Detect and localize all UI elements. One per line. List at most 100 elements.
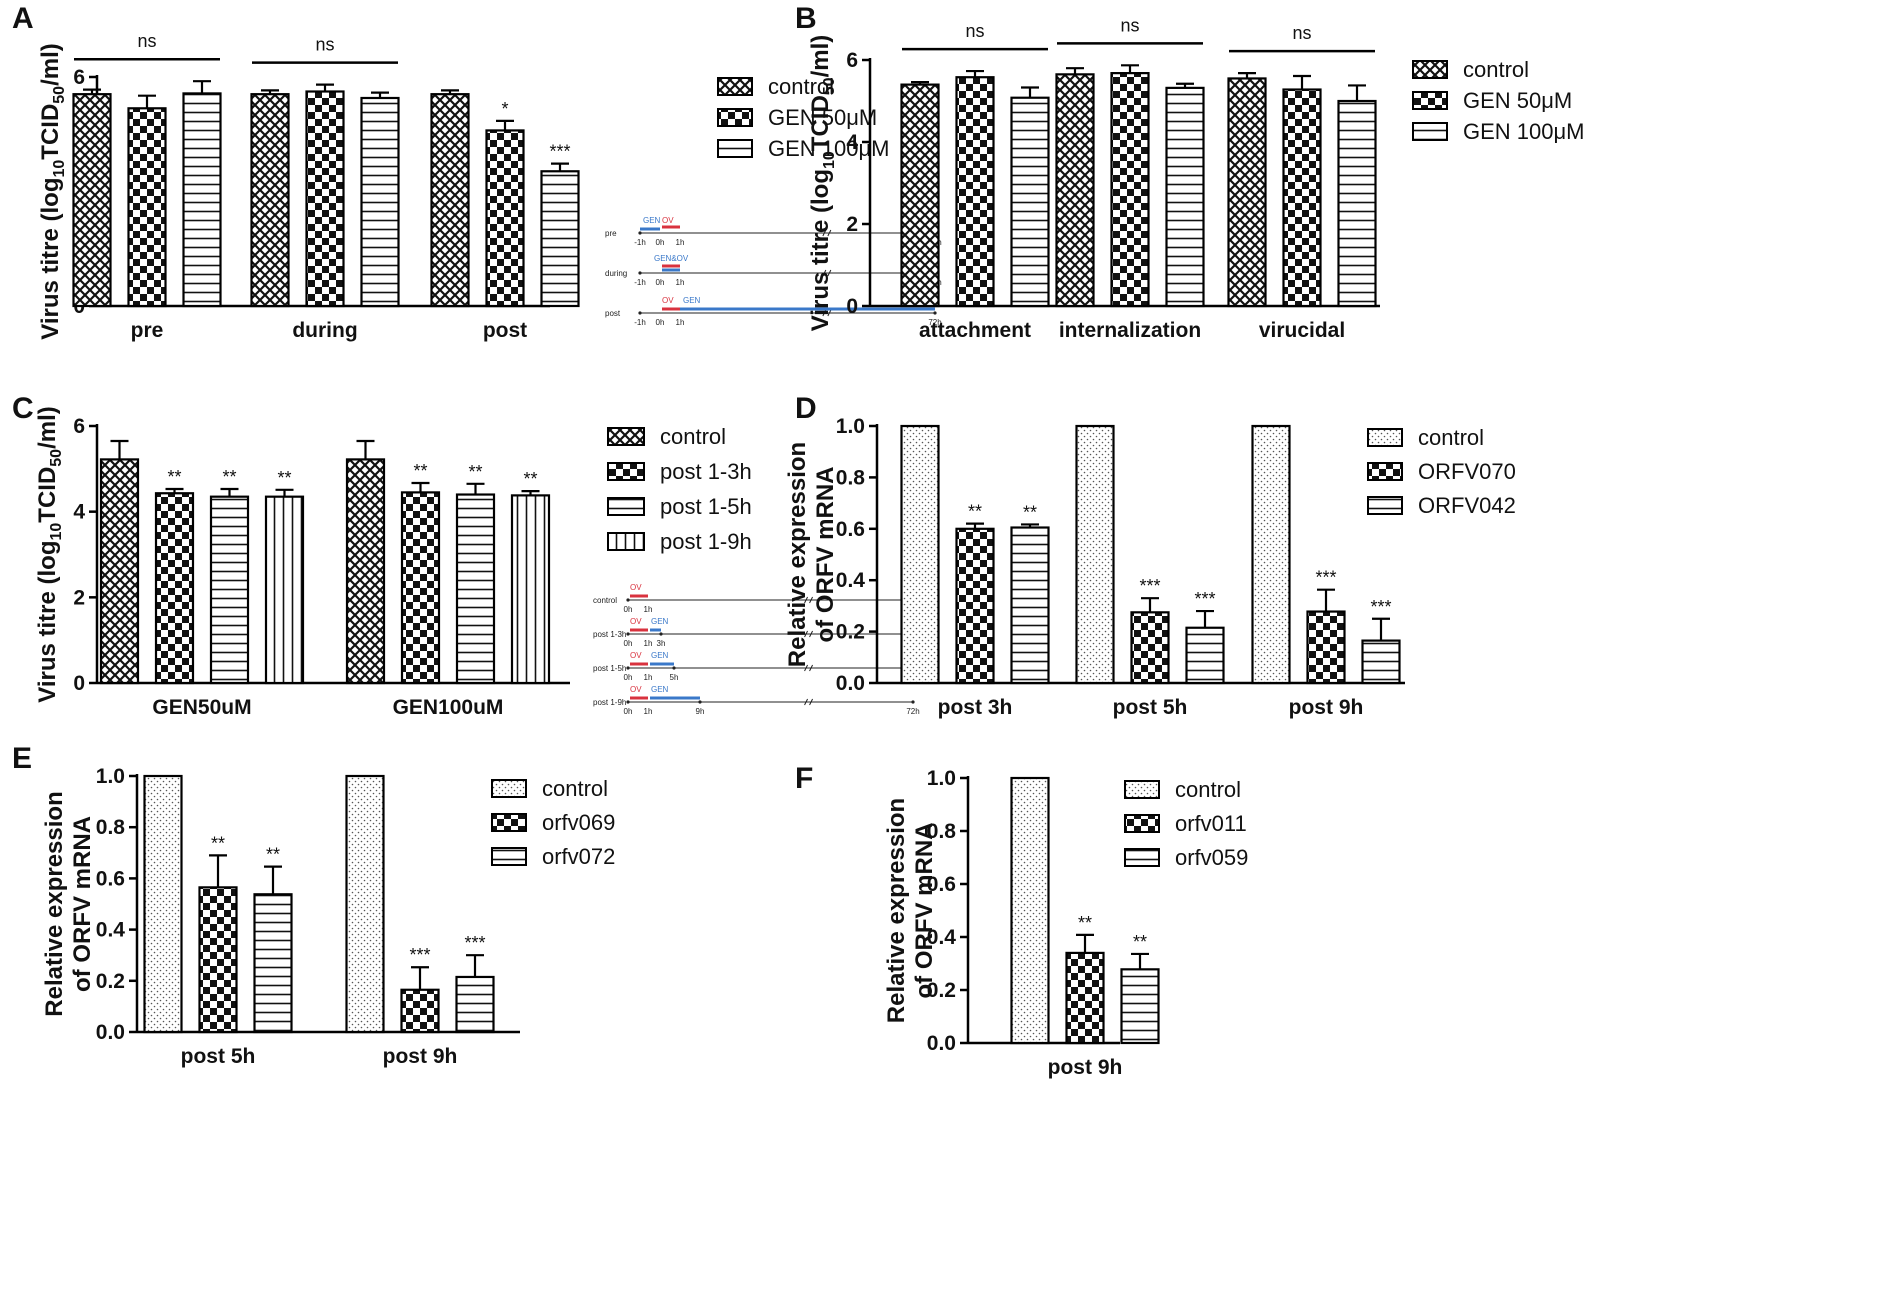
timeline-time-label: 72h [928, 318, 941, 327]
bar-gen-50-m [485, 129, 525, 308]
significance-label: *** [1194, 589, 1215, 609]
significance-label: ** [468, 462, 482, 482]
bar-control [1075, 424, 1115, 685]
y-axis-label: of ORFV mRNA [812, 467, 839, 643]
y-tick-label: 0.8 [836, 466, 866, 489]
timeline-time-label: 1h [644, 639, 653, 648]
bar-orfv072 [455, 975, 495, 1034]
y-axis-label-part: Virus titre (log [34, 541, 61, 703]
legend-swatch [1367, 428, 1403, 447]
category-label: pre [131, 319, 164, 342]
legend-entry: post 1-5h [660, 494, 752, 519]
legend-swatch [717, 77, 753, 96]
timeline-end-dot [911, 700, 915, 704]
significance-label: * [501, 99, 508, 119]
category-label: virucidal [1259, 319, 1345, 342]
significance-label: ** [277, 468, 291, 488]
bracket-label: ns [965, 21, 984, 41]
y-axis-label-part: /ml) [37, 43, 64, 86]
legend-swatch [491, 779, 527, 798]
timeline-time-label: 1h [644, 605, 653, 614]
bar-orfv069 [198, 886, 238, 1034]
legend-swatch [1367, 496, 1403, 515]
timeline-time-label: 1h [644, 673, 653, 682]
timeline-start-dot [626, 598, 630, 602]
bar-gen-100-m [360, 96, 400, 308]
y-tick-label: 2 [73, 586, 85, 609]
bar-orfv070 [955, 527, 995, 685]
bar-gen-100-m [1165, 86, 1205, 308]
bar-orfv011 [1065, 951, 1105, 1045]
legend-entry: control [768, 74, 834, 99]
bar-control [900, 83, 940, 308]
significance-label: *** [464, 933, 485, 953]
legend: control ORFV070 ORFV042 [1367, 425, 1516, 518]
significance-label: *** [1139, 576, 1160, 596]
y-tick-label: 0 [846, 295, 858, 318]
y-axis-label: Relative expression [883, 798, 910, 1023]
bar-post-1-3h [400, 491, 441, 685]
timeline-mark-dot [698, 700, 702, 704]
bracket-label: ns [1120, 15, 1139, 35]
y-tick-label: 0.2 [836, 621, 865, 644]
legend: control orfv011 orfv059 [1124, 777, 1248, 870]
bar-control [1227, 77, 1267, 308]
timeline-tag: GEN [651, 617, 669, 626]
bar-control [72, 93, 112, 308]
legend-swatch [607, 532, 645, 551]
legend-entry: control [660, 424, 726, 449]
bar-gen-100-m [182, 92, 222, 308]
timeline-start-dot [626, 700, 630, 704]
timeline-end-dot [933, 311, 937, 315]
y-axis-label-subscript: 50 [51, 86, 68, 104]
y-tick-label: 0 [73, 672, 85, 695]
legend-entry: GEN 50μM [1463, 88, 1572, 113]
timeline-break-mark [804, 596, 813, 604]
timeline-start-dot [638, 311, 642, 315]
y-tick-label: 1.0 [96, 765, 125, 788]
panel-b: B 0 2 4 6 Virus titre (log10TCID50/ml) attachm… [795, 2, 1585, 342]
timeline-time-label: 1h [676, 238, 685, 247]
panel-letter: F [795, 762, 813, 795]
legend-swatch [1412, 60, 1448, 79]
y-tick-label: 0.2 [927, 979, 956, 1002]
panel-letter: E [12, 742, 32, 775]
legend-entry: control [1463, 57, 1529, 82]
category-label: internalization [1059, 319, 1201, 342]
timeline-break-mark [804, 664, 813, 672]
y-tick-label: 2 [846, 213, 858, 236]
legend-swatch [1412, 122, 1448, 141]
timeline-time-label: 5h [670, 673, 679, 682]
y-axis-label: of ORFV mRNA [911, 823, 938, 999]
legend-entry: control [1175, 777, 1241, 802]
y-tick-label: 4 [846, 131, 858, 154]
y-tick-label: 4 [73, 501, 85, 524]
category-label: GEN100uM [393, 696, 504, 719]
legend-swatch [607, 427, 645, 446]
y-tick-label: 0.2 [96, 970, 125, 993]
timeline-row-label: post 1-3h [593, 630, 626, 639]
category-label: post 9h [1048, 1056, 1123, 1079]
bar-gen-50-m [955, 76, 995, 308]
bar-post-1-9h [264, 495, 305, 685]
y-tick-label: 1.0 [836, 415, 865, 438]
legend-swatch [1124, 848, 1160, 867]
y-axis-label-subscript: 50 [821, 77, 838, 95]
significance-label: ** [413, 461, 427, 481]
timeline-row-label: during [605, 269, 627, 278]
legend-swatch [1124, 814, 1160, 833]
y-axis-label-part: TCID [807, 95, 834, 151]
category-label: GEN50uM [152, 696, 251, 719]
timeline-mark-dot [659, 632, 663, 636]
bar-control [345, 458, 386, 685]
y-axis-label: Relative expression [784, 442, 811, 667]
bar-gen-50-m [127, 107, 167, 308]
timeline-time-label: 72h [906, 707, 919, 716]
significance-label: ** [1023, 502, 1037, 522]
significance-label: ** [167, 467, 181, 487]
timeline-start-dot [626, 632, 630, 636]
panel-letter: A [12, 2, 34, 35]
y-tick-label: 0.4 [96, 919, 126, 942]
